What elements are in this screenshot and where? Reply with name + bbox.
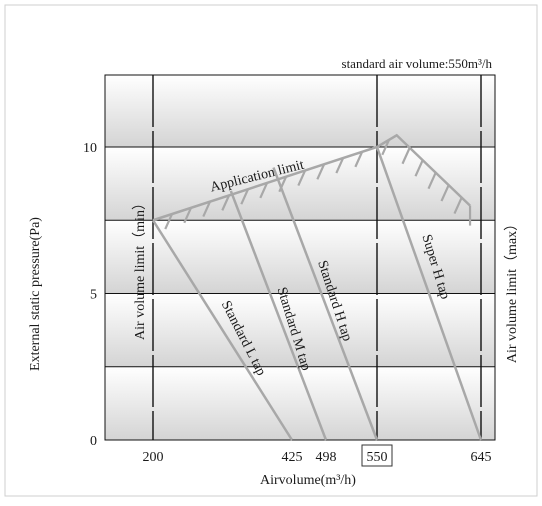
series-line-0: [151, 219, 294, 441]
x-tick-label: 200: [143, 450, 164, 465]
hatch-mark: [381, 139, 391, 156]
y-axis-label: External static pressure(Pa): [28, 217, 43, 371]
band-1: [105, 293, 495, 367]
band-0: [105, 366, 495, 440]
x-tick-label: 498: [316, 450, 337, 465]
hatch-mark: [259, 182, 269, 199]
hatch-mark: [354, 151, 364, 168]
hatch-mark: [183, 207, 193, 224]
band-4: [105, 75, 495, 147]
x-tick-label: 645: [471, 450, 492, 465]
air-volume-limit-min-label: Air volume limit（min）: [132, 196, 148, 340]
hatch-mark: [453, 197, 463, 215]
y-tick-label: 10: [83, 141, 97, 156]
hatch-mark: [440, 184, 450, 202]
hatch-mark: [221, 194, 231, 211]
x-tick-label: 425: [282, 450, 303, 465]
band-2: [105, 220, 495, 294]
y-tick-label: 5: [90, 288, 97, 303]
hatch-mark: [164, 213, 174, 230]
hatch-mark: [316, 163, 326, 180]
curves: [151, 133, 483, 441]
x-tick-labels: 200 425 498 550 645: [143, 444, 492, 467]
x-tick-label: 550: [367, 450, 388, 465]
outer-border: [4, 4, 538, 497]
hatch-mark: [401, 147, 411, 165]
series-line-3: [375, 146, 483, 441]
series-line-1: [229, 190, 328, 441]
air-volume-limit-max-label: Air volume limit（max）: [504, 217, 520, 363]
series-line-2: [272, 167, 379, 441]
plot-border: [104, 74, 496, 441]
x-tick-box: [361, 444, 393, 467]
application-limit-line: [152, 133, 471, 222]
y-tick-labels: 0 5 10: [83, 141, 97, 449]
hatch-mark: [427, 172, 437, 190]
hatch-mark: [240, 188, 250, 205]
gridlines: [104, 74, 496, 441]
x-axis-label: Airvolume(m³/h): [260, 473, 356, 488]
y-tick-label: 0: [90, 434, 97, 449]
hatch-mark: [202, 201, 212, 218]
application-limit-hatching: [164, 139, 472, 230]
hatch-mark: [414, 159, 424, 177]
hatch-mark: [335, 157, 345, 174]
chart-title: standard air volume:550m³/h: [342, 56, 493, 71]
hatch-mark: [297, 170, 307, 186]
